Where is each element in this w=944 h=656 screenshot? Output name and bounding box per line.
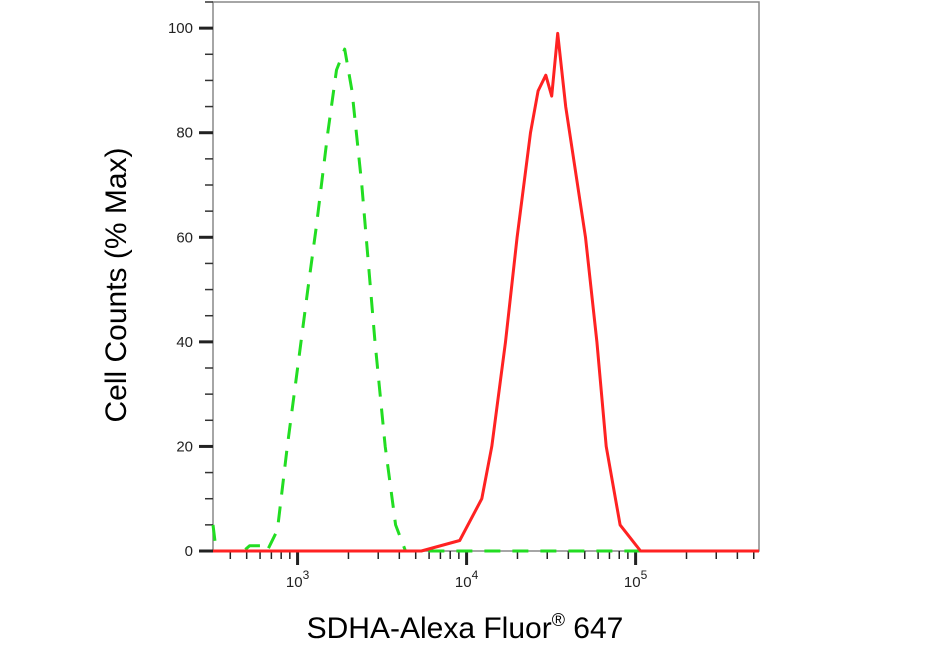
x-tick-exponent: 4	[472, 568, 479, 582]
y-axis-title: Cell Counts (% Max)	[100, 147, 133, 422]
x-tick-exponent: 5	[641, 568, 648, 582]
y-axis: 0 20 40 60 80 100	[168, 1, 213, 560]
x-tick-base: 10	[455, 574, 472, 591]
x-tick-base: 10	[286, 574, 303, 591]
sample-histogram-line	[213, 31, 759, 553]
y-tick-label: 60	[176, 229, 193, 246]
plot-frame	[212, 1, 760, 552]
x-axis-title-suffix: 647	[565, 612, 623, 645]
x-tick-label: 103	[286, 568, 310, 591]
x-tick-base: 10	[624, 574, 641, 591]
x-tick-exponent: 3	[303, 568, 310, 582]
x-axis-title-sup: ®	[552, 610, 565, 630]
y-tick-label: 100	[168, 20, 193, 37]
y-tick-label: 20	[176, 438, 193, 455]
x-tick-label: 104	[455, 568, 479, 591]
x-axis-title-main: SDHA-Alexa Fluor	[307, 612, 552, 645]
y-tick-label: 0	[185, 543, 193, 560]
control-histogram-line	[211, 47, 759, 553]
y-tick-label: 80	[176, 125, 193, 142]
series-group	[211, 31, 759, 553]
x-tick-label: 105	[624, 568, 648, 591]
y-tick-label: 40	[176, 334, 193, 351]
x-axis-title: SDHA-Alexa Fluor® 647	[307, 610, 624, 645]
x-axis: 103 104 105	[229, 551, 755, 591]
